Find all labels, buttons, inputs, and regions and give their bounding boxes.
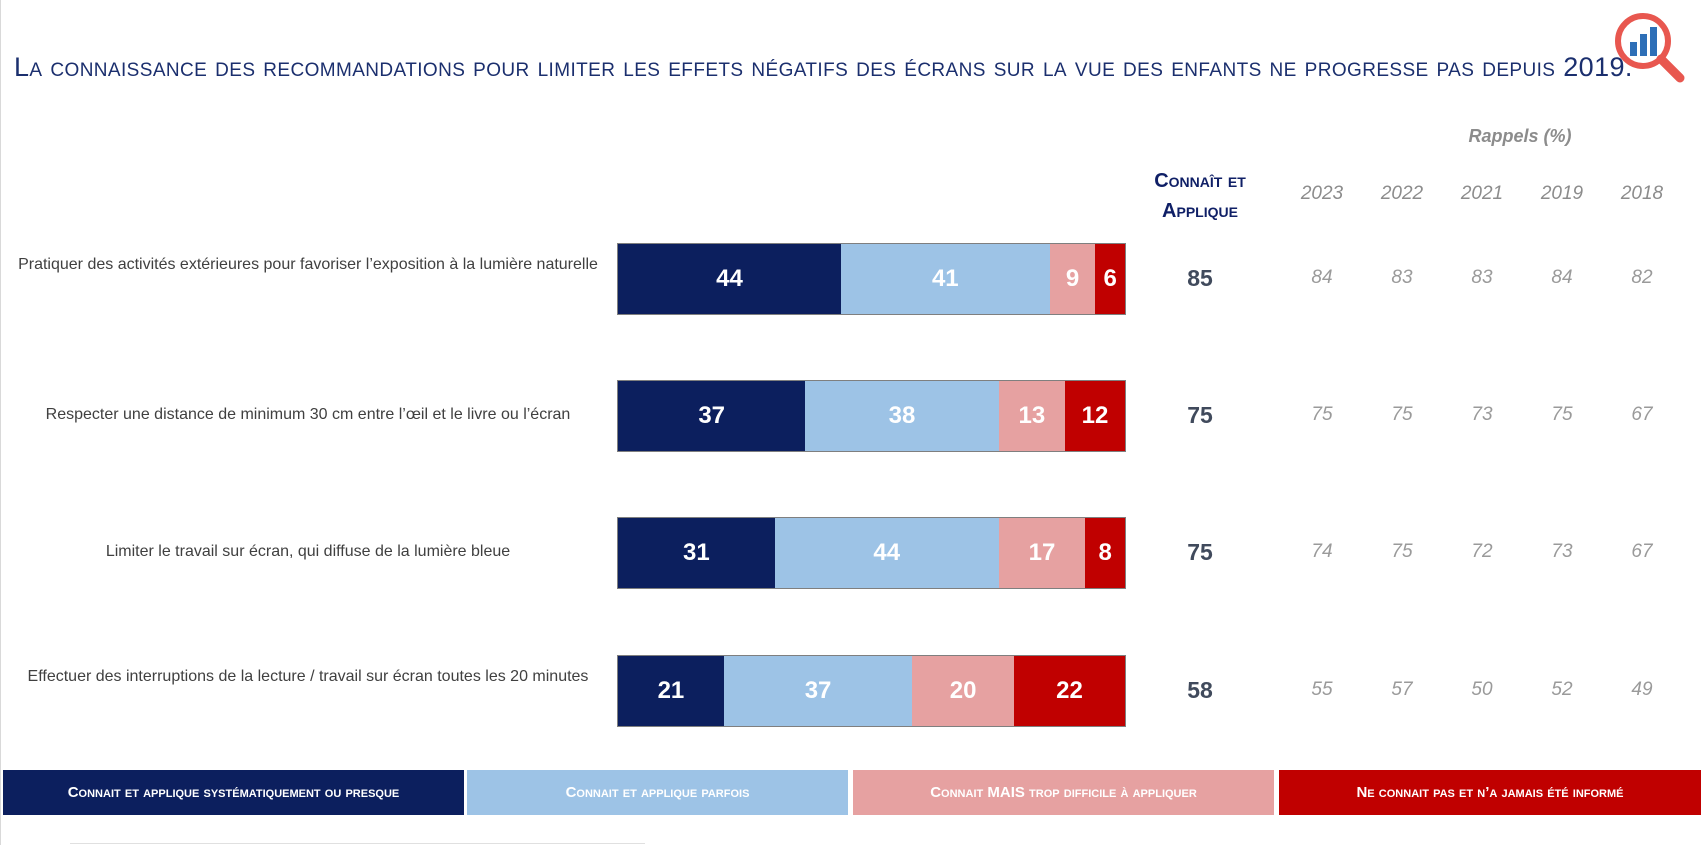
legend-item: Ne connait pas et n’a jamais été informé bbox=[1279, 770, 1701, 815]
year-header-2019: 2019 bbox=[1540, 183, 1584, 204]
year-header-2018: 2018 bbox=[1620, 183, 1664, 204]
rappel-value: 75 bbox=[1391, 404, 1413, 425]
rappel-value: 75 bbox=[1311, 404, 1333, 425]
connait-applique-header-line1: Connaît et bbox=[1154, 170, 1246, 192]
rappel-value: 84 bbox=[1311, 267, 1333, 288]
bar-segment: 12 bbox=[1064, 380, 1126, 452]
rappel-value: 67 bbox=[1631, 541, 1653, 562]
bar-segment: 9 bbox=[1049, 243, 1096, 315]
bottom-divider bbox=[70, 843, 645, 844]
year-header-2022: 2022 bbox=[1380, 183, 1424, 204]
bar-segment: 31 bbox=[617, 517, 775, 589]
bar-value-label: 17 bbox=[1028, 539, 1056, 566]
rappel-value: 55 bbox=[1311, 679, 1333, 700]
rappel-value: 67 bbox=[1631, 404, 1653, 425]
connait-applique-value: 75 bbox=[1187, 402, 1213, 428]
rappel-value: 73 bbox=[1471, 404, 1493, 425]
connait-applique-header-line2: Applique bbox=[1162, 200, 1238, 222]
connait-applique-value: 85 bbox=[1187, 265, 1213, 291]
bar-segment: 37 bbox=[723, 655, 913, 727]
year-header-2023: 2023 bbox=[1300, 183, 1344, 204]
rappel-value: 72 bbox=[1471, 541, 1493, 562]
category-label: Pratiquer des activités extérieures pour… bbox=[18, 256, 598, 273]
connait-applique-header: Connaît et Applique bbox=[1130, 166, 1270, 226]
rappel-value: 74 bbox=[1311, 541, 1333, 562]
bar-segment: 44 bbox=[617, 243, 841, 315]
rappel-value: 52 bbox=[1551, 679, 1573, 700]
bar-segment: 41 bbox=[840, 243, 1050, 315]
rappel-value: 75 bbox=[1551, 404, 1573, 425]
rappels-title: Rappels (%) bbox=[1468, 126, 1572, 146]
bar-segment: 22 bbox=[1014, 655, 1126, 727]
legend-item: Connait MAIS trop difficile à appliquer bbox=[853, 770, 1274, 815]
rappel-value: 75 bbox=[1391, 541, 1413, 562]
bar-segment: 44 bbox=[774, 517, 999, 589]
legend-item: Connait et applique parfois bbox=[467, 770, 848, 815]
bar-value-label: 13 bbox=[1018, 402, 1046, 429]
bar-value-label: 44 bbox=[873, 539, 901, 566]
connait-applique-value: 75 bbox=[1187, 539, 1213, 565]
connait-applique-value: 58 bbox=[1187, 677, 1213, 703]
bar-segment: 37 bbox=[617, 380, 806, 452]
legend-item: Connait et applique systématiquement ou … bbox=[3, 770, 464, 815]
bar-segment: 21 bbox=[617, 655, 724, 727]
rappel-value: 82 bbox=[1631, 267, 1653, 288]
rappel-value: 73 bbox=[1551, 541, 1573, 562]
bar-value-label: 38 bbox=[888, 402, 916, 429]
category-label: Respecter une distance de minimum 30 cm … bbox=[45, 405, 571, 423]
bar-value-label: 22 bbox=[1056, 677, 1083, 704]
bar-value-label: 37 bbox=[698, 402, 726, 429]
page-title: La connaissance des recommandations pour… bbox=[14, 52, 1633, 82]
rappel-value: 83 bbox=[1391, 267, 1413, 288]
frame-left-border bbox=[0, 0, 1, 845]
category-label: Limiter le travail sur écran, qui diffus… bbox=[105, 542, 511, 560]
bar-value-label: 44 bbox=[716, 265, 743, 292]
year-header-2021: 2021 bbox=[1460, 183, 1504, 204]
bar-segment: 20 bbox=[912, 655, 1015, 727]
rappel-value: 84 bbox=[1551, 267, 1573, 288]
rappel-value: 57 bbox=[1391, 679, 1413, 700]
bar-value-label: 6 bbox=[1103, 265, 1117, 292]
bar-segment: 17 bbox=[998, 517, 1086, 589]
bar-value-label: 9 bbox=[1065, 265, 1080, 292]
bar-segment: 13 bbox=[998, 380, 1065, 452]
rappel-value: 49 bbox=[1631, 679, 1653, 700]
bar-value-label: 37 bbox=[804, 677, 832, 704]
bar-segment: 6 bbox=[1095, 243, 1126, 315]
category-label: Effectuer des interruptions de la lectur… bbox=[27, 668, 589, 685]
bar-segment: 38 bbox=[805, 380, 999, 452]
bar-value-label: 41 bbox=[931, 265, 959, 292]
bar-value-label: 21 bbox=[657, 677, 685, 704]
bar-segment: 8 bbox=[1085, 517, 1126, 589]
bar-value-label: 12 bbox=[1081, 402, 1109, 429]
bar-value-label: 20 bbox=[949, 677, 977, 704]
rappel-value: 83 bbox=[1471, 267, 1493, 288]
rappel-value: 50 bbox=[1471, 679, 1493, 700]
magnifier-chart-icon bbox=[1615, 13, 1685, 83]
bar-value-label: 31 bbox=[683, 539, 710, 566]
bar-value-label: 8 bbox=[1098, 539, 1112, 566]
